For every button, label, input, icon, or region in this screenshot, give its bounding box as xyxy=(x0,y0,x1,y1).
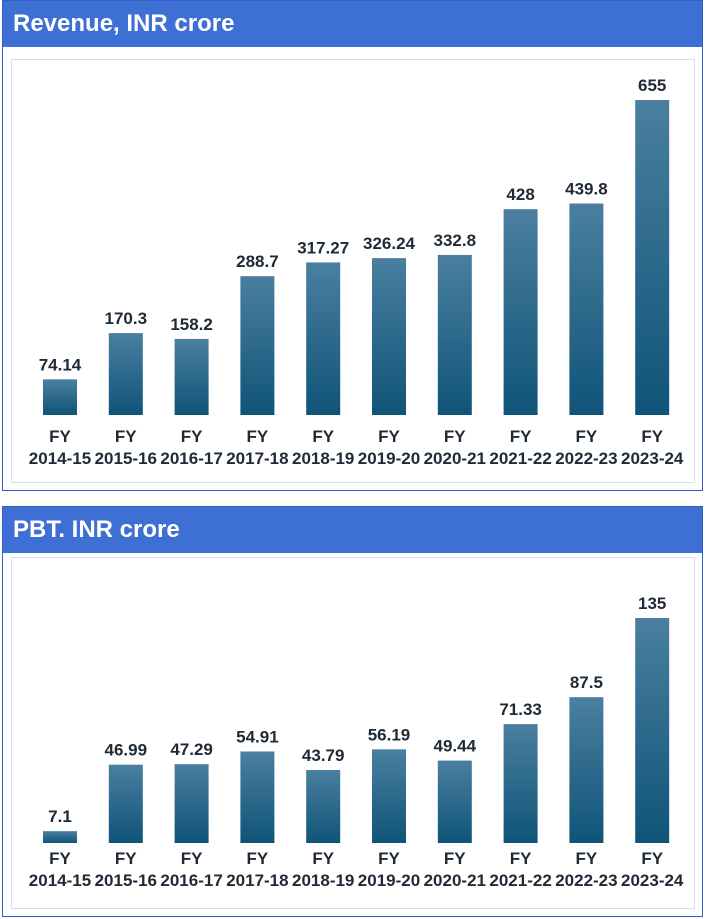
revenue-value-label: 74.14 xyxy=(39,355,82,374)
revenue-bar xyxy=(503,209,538,415)
revenue-bar xyxy=(306,262,341,415)
pbt-value-label: 47.29 xyxy=(170,740,213,759)
pbt-chart-title: PBT. INR crore xyxy=(3,507,702,553)
revenue-bar xyxy=(437,254,472,415)
revenue-bar-chart: 74.14 FY 2014-15 170.3 FY 2015-16 158.2 FY 2016-… xyxy=(29,76,684,468)
pbt-category-label: FY 2019-20 xyxy=(358,849,420,890)
revenue-value-label: 288.7 xyxy=(236,252,279,271)
pbt-category-label: FY 2022-23 xyxy=(555,849,617,890)
pbt-value-label: 7.1 xyxy=(48,807,72,826)
revenue-value-label: 317.27 xyxy=(297,238,349,257)
revenue-value-label: 655 xyxy=(638,76,666,95)
revenue-value-label: 332.8 xyxy=(434,231,477,250)
revenue-chart-title: Revenue, INR crore xyxy=(3,1,702,47)
pbt-value-label: 135 xyxy=(638,594,666,613)
pbt-plot-area xyxy=(11,557,695,909)
revenue-value-label: 439.8 xyxy=(565,179,608,198)
pbt-category-label: FY 2015-16 xyxy=(95,849,157,890)
revenue-category-label: FY 2023-24 xyxy=(621,427,684,468)
pbt-category-label: FY 2017-18 xyxy=(226,849,288,890)
revenue-value-label: 326.24 xyxy=(363,234,416,253)
revenue-chart-panel: Revenue, INR crore 74.14 FY 2014-15 170.3 FY… xyxy=(2,0,703,491)
pbt-category-label: FY 2016-17 xyxy=(160,849,222,890)
pbt-value-label: 87.5 xyxy=(570,673,603,692)
revenue-bar xyxy=(108,333,143,415)
pbt-category-label: FY 2021-22 xyxy=(489,849,551,890)
pbt-value-label: 71.33 xyxy=(499,700,542,719)
pbt-category-label: FY 2014-15 xyxy=(29,849,91,890)
revenue-bar xyxy=(240,276,275,415)
revenue-bar xyxy=(569,203,604,415)
pbt-value-label: 46.99 xyxy=(105,741,148,760)
pbt-bar xyxy=(635,618,670,843)
pbt-bar xyxy=(43,831,77,843)
pbt-category-label: FY 2023-24 xyxy=(621,849,684,890)
revenue-category-label: FY 2018-19 xyxy=(292,427,354,468)
pbt-bar xyxy=(306,770,341,843)
pbt-bar xyxy=(372,749,406,843)
pbt-chart-panel: PBT. INR crore 7.1 FY 2014-15 46.99 FY 2015-1… xyxy=(2,506,703,917)
revenue-category-label: FY 2014-15 xyxy=(29,427,91,468)
revenue-bar xyxy=(635,100,670,415)
revenue-bar xyxy=(372,258,406,415)
revenue-value-label: 170.3 xyxy=(105,309,148,328)
revenue-bar xyxy=(43,379,77,415)
revenue-category-label: FY 2019-20 xyxy=(358,427,420,468)
pbt-bar xyxy=(174,764,209,843)
pbt-bar xyxy=(437,760,472,843)
revenue-category-label: FY 2021-22 xyxy=(489,427,551,468)
revenue-category-label: FY 2022-23 xyxy=(555,427,617,468)
revenue-plot-area xyxy=(11,59,695,483)
pbt-bar xyxy=(503,724,538,843)
pbt-bar-chart: 7.1 FY 2014-15 46.99 FY 2015-16 47.29 FY 2016-17… xyxy=(29,594,684,890)
revenue-category-label: FY 2020-21 xyxy=(424,427,486,468)
pbt-bar xyxy=(240,751,275,843)
revenue-value-label: 428 xyxy=(506,185,534,204)
revenue-category-label: FY 2015-16 xyxy=(95,427,157,468)
revenue-bar xyxy=(174,338,209,415)
pbt-value-label: 43.79 xyxy=(302,746,345,765)
pbt-bar xyxy=(569,697,604,843)
pbt-value-label: 56.19 xyxy=(368,725,411,744)
pbt-value-label: 54.91 xyxy=(236,727,279,746)
pbt-value-label: 49.44 xyxy=(434,737,477,756)
pbt-bar xyxy=(108,764,143,843)
pbt-category-label: FY 2018-19 xyxy=(292,849,354,890)
revenue-category-label: FY 2016-17 xyxy=(160,427,222,468)
revenue-category-label: FY 2017-18 xyxy=(226,427,288,468)
revenue-value-label: 158.2 xyxy=(170,315,213,334)
pbt-category-label: FY 2020-21 xyxy=(424,849,486,890)
